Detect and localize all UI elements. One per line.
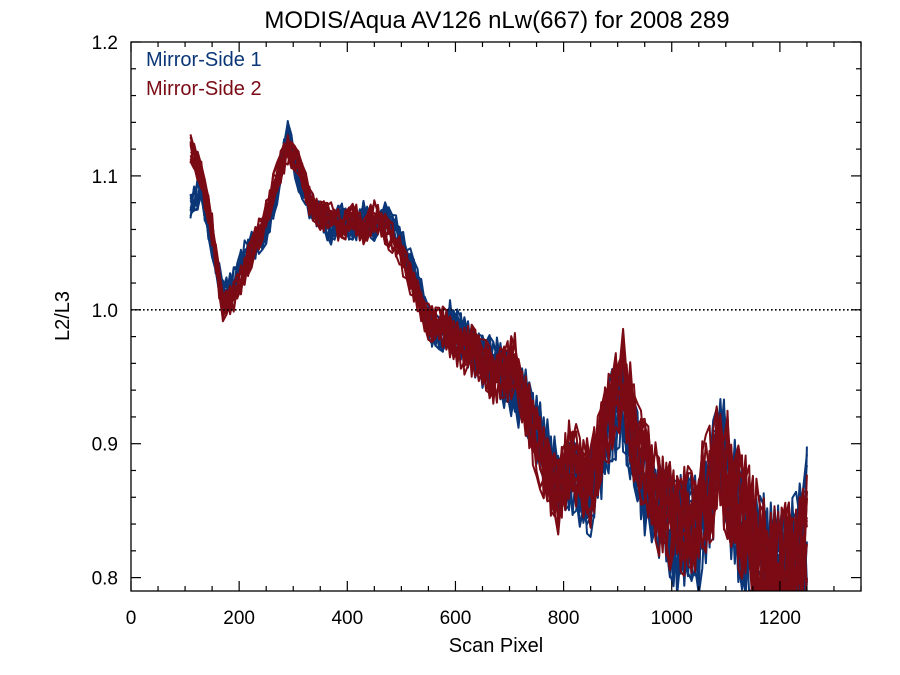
legend-item-mirror-side-1: Mirror-Side 1	[146, 49, 262, 71]
y-axis-title: L2/L3	[52, 291, 74, 341]
series-2-trace	[189, 148, 808, 591]
x-tick-label: 800	[548, 608, 580, 629]
x-tick-label: 200	[223, 608, 255, 629]
axes-layer	[130, 41, 862, 592]
series-2-trace	[189, 134, 808, 591]
series-2	[189, 134, 808, 591]
series-2-trace	[189, 146, 808, 591]
y-tick-label: 1.1	[92, 167, 118, 188]
series-1-trace	[189, 138, 808, 591]
plot-frame	[130, 41, 862, 592]
x-tick-label: 600	[440, 608, 472, 629]
chart-title: MODIS/Aqua AV126 nLw(667) for 2008 289	[264, 7, 729, 34]
legend: Mirror-Side 1 Mirror-Side 2	[146, 49, 262, 100]
series-2-trace	[189, 141, 808, 591]
y-tick-label: 0.8	[92, 569, 118, 590]
x-tick-label: 1200	[759, 608, 801, 629]
series-2-trace	[189, 138, 808, 591]
y-tick-label: 0.9	[92, 435, 118, 456]
y-tick-labels: 0.8 0.9 1.0 1.1 1.2	[92, 33, 118, 590]
x-tick-labels: 0 200 400 600 800 1000 1200	[126, 608, 801, 629]
x-tick-label: 0	[126, 608, 137, 629]
legend-item-mirror-side-2: Mirror-Side 2	[146, 78, 262, 100]
y-tick-label: 1.0	[92, 301, 118, 322]
x-tick-label: 400	[331, 608, 363, 629]
x-tick-label: 1000	[651, 608, 693, 629]
plot-lines	[189, 120, 808, 591]
y-tick-label: 1.2	[92, 33, 118, 54]
series-2-trace	[189, 140, 793, 591]
series-2-trace	[189, 142, 808, 591]
x-axis-title: Scan Pixel	[449, 635, 544, 657]
